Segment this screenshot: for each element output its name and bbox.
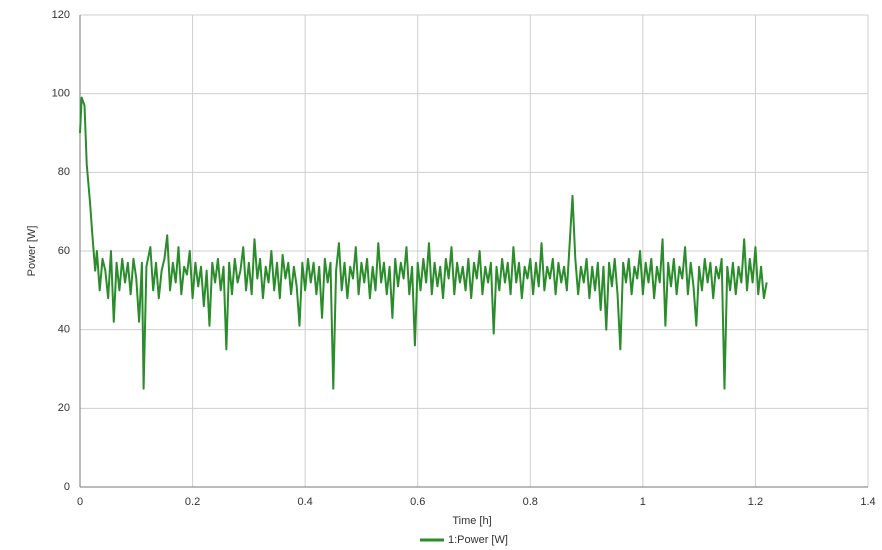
x-tick-label: 0.4 (297, 496, 312, 508)
x-tick-label: 1 (640, 496, 646, 508)
y-tick-label: 80 (58, 166, 70, 178)
y-axis-label: Power [W] (26, 226, 38, 277)
x-tick-label: 0 (77, 496, 83, 508)
legend-label: 1:Power [W] (448, 534, 508, 546)
data-line (79, 96, 768, 390)
x-axis-label: Time [h] (452, 515, 491, 527)
y-tick-label: 0 (64, 481, 70, 493)
x-tick-label: 0.2 (185, 496, 200, 508)
x-tick-label: 0.8 (523, 496, 538, 508)
y-tick-label: 100 (52, 88, 70, 100)
x-tick-label: 1.2 (748, 496, 763, 508)
y-tick-label: 40 (58, 324, 70, 336)
x-tick-label: 0.6 (410, 496, 425, 508)
y-tick-label: 120 (52, 9, 70, 21)
y-tick-label: 60 (58, 245, 70, 257)
x-tick-label: 1.4 (860, 496, 875, 508)
y-tick-label: 20 (58, 402, 70, 414)
